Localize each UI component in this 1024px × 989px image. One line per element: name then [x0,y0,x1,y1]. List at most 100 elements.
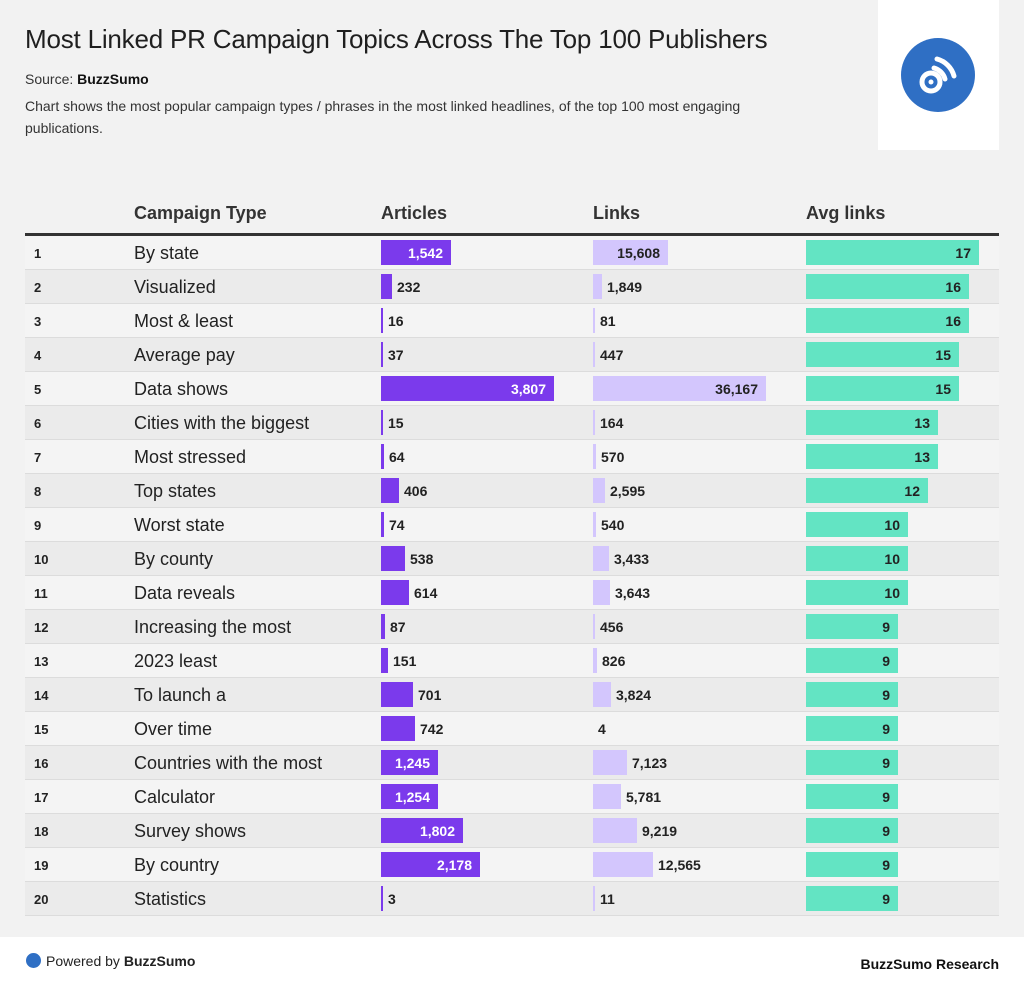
links-bar [593,546,609,571]
links-bar [593,478,605,503]
links-value: 1,849 [607,279,643,295]
header-links: Links [593,203,641,223]
avg-links-bar [806,852,898,877]
articles-value: 2,178 [436,857,472,873]
links-value: 570 [601,449,625,465]
articles-bar [381,784,438,809]
avg-links-value: 13 [914,415,930,431]
articles-value: 538 [410,551,434,567]
avg-links-bar [806,580,908,605]
links-bar [593,648,597,673]
links-bar [593,274,602,299]
powered-by: Powered by BuzzSumo [46,953,195,969]
row-rank: 11 [34,586,48,601]
links-value: 164 [600,415,624,431]
avg-links-value: 16 [945,313,961,329]
campaign-type: Calculator [134,787,216,807]
links-value: 447 [600,347,624,363]
table-row: 5 Data shows 3,807 36,167 15 [25,372,999,406]
campaign-type: Statistics [134,889,207,909]
source-label: Source: [25,71,74,87]
avg-links-value: 15 [935,347,951,363]
source-name: BuzzSumo [77,71,149,87]
articles-value: 3,807 [510,381,546,397]
row-rank: 4 [34,348,42,363]
table-row: 7 Most stressed 64 570 13 [25,440,999,474]
links-value: 4 [598,721,606,737]
links-value: 3,643 [615,585,651,601]
articles-value: 64 [389,449,405,465]
links-bar [593,852,653,877]
row-rank: 3 [34,314,42,329]
row-rank: 19 [34,858,49,873]
articles-bar [381,546,405,571]
chart-description: Chart shows the most popular campaign ty… [25,98,741,136]
avg-links-bar [806,376,959,401]
articles-bar [381,444,384,469]
avg-links-value: 15 [935,381,951,397]
row-rank: 7 [34,450,42,465]
links-bar [593,512,596,537]
campaign-type: Data reveals [134,583,236,603]
articles-value: 37 [388,347,404,363]
links-value: 81 [600,313,616,329]
articles-value: 406 [404,483,428,499]
avg-links-value: 13 [914,449,930,465]
campaign-type: Visualized [134,277,216,297]
links-bar [593,444,596,469]
avg-links-value: 9 [882,823,890,839]
articles-value: 16 [388,313,404,329]
links-bar [593,682,611,707]
avg-links-value: 9 [882,721,890,737]
articles-value: 1,254 [394,789,430,805]
research-credit: BuzzSumo Research [860,956,999,972]
links-value: 7,123 [632,755,668,771]
avg-links-bar [806,274,969,299]
links-value: 2,595 [610,483,646,499]
articles-bar [381,682,413,707]
avg-links-bar [806,342,959,367]
avg-links-value: 9 [882,891,890,907]
row-rank: 18 [34,824,49,839]
links-bar [593,784,621,809]
table-row: 3 Most & least 16 81 16 [25,304,999,338]
table-row: 19 By country 2,178 12,565 9 [25,848,999,882]
avg-links-bar [806,546,908,571]
table-row: 12 Increasing the most 87 456 9 [25,610,999,644]
avg-links-value: 9 [882,687,890,703]
articles-bar [381,818,463,843]
campaign-type: By county [134,549,214,569]
links-value: 456 [600,619,624,635]
articles-value: 1,802 [419,823,455,839]
links-bar [593,240,668,265]
avg-links-value: 10 [884,585,900,601]
articles-value: 1,245 [394,755,430,771]
articles-bar [381,274,392,299]
campaign-type: To launch a [134,685,227,705]
avg-links-bar [806,410,938,435]
header-campaign-type: Campaign Type [134,203,267,223]
row-rank: 16 [34,756,49,771]
powered-brand: BuzzSumo [123,953,196,969]
articles-value: 151 [393,653,417,669]
articles-value: 614 [414,585,438,601]
articles-bar [381,376,554,401]
row-rank: 2 [34,280,42,295]
table-row: 16 Countries with the most 1,245 7,123 9 [25,746,999,780]
avg-links-bar [806,308,969,333]
avg-links-value: 9 [882,857,890,873]
avg-links-value: 9 [882,755,890,771]
articles-bar [381,716,415,741]
table-row: 17 Calculator 1,254 5,781 9 [25,780,999,814]
avg-links-bar [806,614,898,639]
articles-bar [381,410,383,435]
campaign-type: Cities with the biggest [134,413,310,433]
row-rank: 15 [34,722,49,737]
footer: Powered by BuzzSumo BuzzSumo Research [0,937,1024,989]
header-articles: Articles [381,203,448,223]
avg-links-value: 10 [884,517,900,533]
avg-links-value: 17 [955,245,971,261]
row-rank: 9 [34,518,42,533]
table-row: 6 Cities with the biggest 15 164 13 [25,406,999,440]
